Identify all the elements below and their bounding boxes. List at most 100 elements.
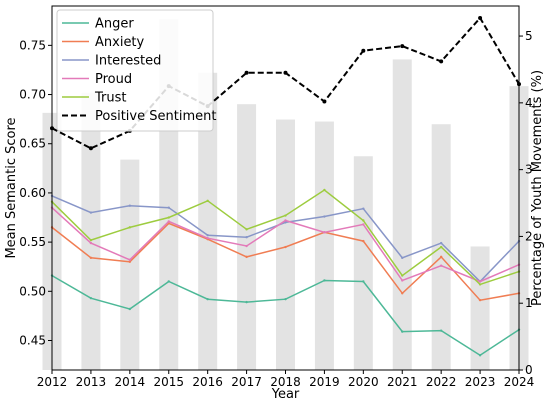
point-positive-sentiment-2020	[361, 48, 366, 53]
axes-layer: 2012 2013 2014 2015 2016 2017 2018 2019 2020 2021…	[19, 29, 534, 389]
bars-layer	[42, 19, 529, 371]
point-interested-2022	[439, 241, 443, 245]
point-interested-2019	[323, 215, 326, 218]
point-proud-2015	[167, 220, 170, 223]
point-anger-2020	[362, 280, 365, 283]
x-axis-title: Year	[271, 387, 300, 402]
bar-2016	[198, 72, 218, 370]
y2-tick-label-1: 1	[525, 296, 533, 310]
point-interested-2018	[284, 221, 287, 224]
y-tick-label-0.60: 0.60	[19, 186, 46, 200]
legend-label-positive-sentiment: Positive Sentiment	[95, 109, 216, 124]
legend-label-interested: Interested	[95, 54, 161, 69]
bar-2018	[276, 119, 295, 370]
point-trust-2018	[284, 214, 287, 217]
point-anger-2023	[478, 354, 482, 357]
point-proud-2016	[206, 236, 209, 240]
lines-layer	[50, 16, 521, 357]
y-tick-label-0.55: 0.55	[19, 235, 46, 249]
point-interested-2013	[89, 211, 93, 214]
y2-tick-label-4: 4	[525, 96, 533, 110]
point-interested-2015	[167, 206, 170, 209]
point-interested-2021	[401, 256, 404, 260]
bar-2014	[120, 159, 140, 370]
y-tick-label-0.45: 0.45	[19, 333, 46, 347]
point-anger-2017	[245, 300, 248, 304]
point-anxiety-2023	[478, 298, 482, 302]
point-trust-2023	[478, 283, 482, 286]
y2-tick-label-3: 3	[525, 163, 533, 177]
x-tick-label-2023: 2023	[465, 375, 496, 389]
point-positive-sentiment-2019	[322, 99, 327, 104]
x-tick-label-2024: 2024	[504, 375, 535, 389]
point-positive-sentiment-2017	[244, 70, 249, 75]
point-trust-2019	[323, 188, 326, 192]
point-anxiety-2013	[89, 256, 93, 260]
y2-axis-title: Percentage of Youth Movements (%)	[530, 70, 545, 306]
x-tick-label-2021: 2021	[387, 375, 418, 389]
legend-box	[56, 9, 214, 132]
point-anxiety-2021	[401, 292, 404, 295]
point-anger-2014	[128, 307, 132, 311]
point-anxiety-2020	[362, 239, 365, 243]
point-trust-2022	[439, 245, 443, 249]
point-anger-2015	[167, 280, 170, 283]
point-trust-2016	[206, 199, 209, 202]
y-tick-label-0.70: 0.70	[19, 88, 46, 102]
legend-label-trust: Trust	[94, 91, 126, 106]
point-interested-2014	[128, 204, 132, 207]
point-proud-2023	[478, 280, 482, 283]
point-positive-sentiment-2018	[283, 70, 288, 75]
legend-label-anxiety: Anxiety	[95, 35, 145, 50]
y2-tick-label-0: 0	[525, 363, 533, 377]
point-proud-2021	[401, 279, 404, 282]
point-anger-2016	[206, 297, 209, 301]
y-tick-label-0.65: 0.65	[19, 137, 46, 151]
point-positive-sentiment-2013	[88, 146, 93, 151]
x-tick-label-2014: 2014	[115, 375, 146, 389]
point-positive-sentiment-2022	[439, 59, 444, 64]
x-tick-label-2020: 2020	[348, 375, 379, 389]
point-anger-2013	[89, 296, 93, 300]
point-anxiety-2022	[439, 255, 443, 259]
point-trust-2020	[362, 219, 365, 222]
bar-2013	[81, 92, 101, 371]
y-tick-label-0.50: 0.50	[19, 284, 46, 298]
legend-label-anger: Anger	[95, 17, 134, 32]
point-anger-2021	[401, 330, 404, 333]
y-axis-title: Mean Semantic Score	[4, 117, 19, 258]
bar-2020	[353, 156, 373, 370]
point-trust-2021	[401, 274, 404, 277]
x-tick-label-2016: 2016	[192, 375, 223, 389]
y2-tick-label-5: 5	[525, 29, 533, 43]
x-tick-label-2017: 2017	[231, 375, 262, 389]
point-proud-2019	[323, 231, 326, 234]
point-anger-2018	[284, 297, 287, 301]
point-trust-2013	[89, 238, 93, 242]
x-tick-label-2012: 2012	[37, 375, 68, 389]
point-proud-2018	[284, 219, 287, 222]
x-tick-label-2015: 2015	[153, 375, 184, 389]
point-proud-2022	[439, 264, 443, 267]
point-anxiety-2018	[284, 245, 287, 249]
bar-2019	[314, 121, 334, 370]
point-proud-2014	[128, 258, 132, 262]
bar-2021	[392, 59, 412, 371]
point-positive-sentiment-2023	[478, 16, 483, 21]
point-anger-2019	[323, 279, 326, 282]
x-tick-label-2018: 2018	[270, 375, 301, 389]
point-interested-2020	[362, 207, 365, 210]
point-interested-2017	[245, 235, 248, 239]
legend: Anger Anxiety Interested Proud Trust Positive…	[56, 9, 216, 132]
point-anxiety-2014	[128, 260, 132, 263]
legend-label-proud: Proud	[95, 72, 132, 87]
x-tick-label-2013: 2013	[76, 375, 107, 389]
point-proud-2020	[362, 223, 365, 226]
point-anxiety-2017	[245, 255, 248, 259]
point-anger-2022	[439, 329, 443, 332]
x-tick-label-2019: 2019	[309, 375, 340, 389]
y2-tick-label-2: 2	[525, 229, 533, 243]
point-positive-sentiment-2021	[400, 44, 405, 49]
point-proud-2013	[89, 241, 93, 245]
